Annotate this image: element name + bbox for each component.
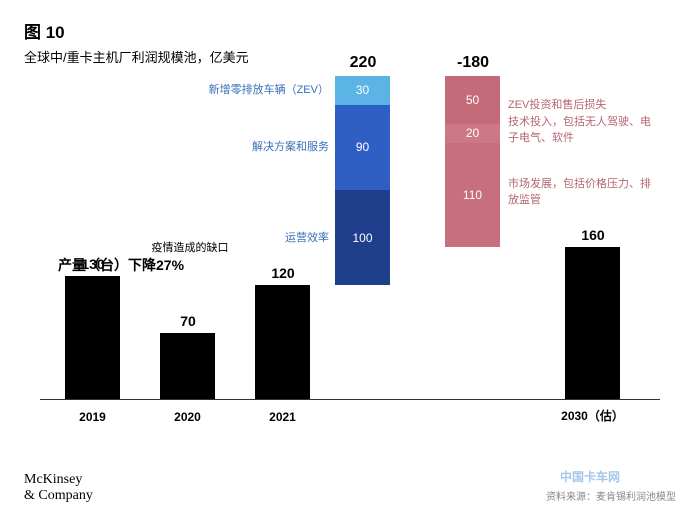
- gain-seg-1: 90: [335, 105, 390, 191]
- gain-total: 220: [333, 54, 393, 72]
- gain-seg-2: 30: [335, 76, 390, 105]
- year-label-2030（估）: 2030（估）: [553, 407, 633, 424]
- gain-seg-0: 100: [335, 190, 390, 285]
- bar-value-2020: 70: [158, 313, 218, 329]
- covid-note: 疫情造成的缺口: [135, 239, 245, 255]
- year-label-2020: 2020: [148, 410, 228, 424]
- gain-label-2: 新增零排放车辆（ZEV）: [199, 81, 329, 97]
- loss-total: -180: [443, 54, 503, 72]
- bar-value-2030（估）: 160: [563, 227, 623, 243]
- source-text: 资料来源：麦肯锡利润池模型: [546, 488, 676, 503]
- bar-2020: [160, 333, 215, 400]
- year-label-2019: 2019: [53, 410, 133, 424]
- loss-seg-0: 50: [445, 76, 500, 124]
- watermark: 中国卡车网: [560, 468, 620, 485]
- logo-line-2: & Company: [24, 488, 93, 503]
- loss-label-1: 技术投入，包括无人驾驶、电子电气、软件: [508, 113, 658, 145]
- loss-seg-1: 20: [445, 124, 500, 143]
- mckinsey-logo: McKinsey & Company: [24, 472, 93, 503]
- loss-seg-2: 110: [445, 143, 500, 248]
- logo-line-1: McKinsey: [24, 472, 93, 487]
- bar-2030（估）: [565, 247, 620, 399]
- x-axis: [40, 399, 660, 400]
- bar-2021: [255, 285, 310, 399]
- gain-label-1: 解决方案和服务: [199, 138, 329, 154]
- year-label-2021: 2021: [243, 410, 323, 424]
- production-note: 产量（台）下降27%: [58, 255, 184, 275]
- loss-label-2: 市场发展，包括价格压力、排放监管: [508, 175, 658, 207]
- bar-2019: [65, 276, 120, 400]
- bar-value-2021: 120: [253, 265, 313, 281]
- loss-label-0: ZEV投资和售后损失: [508, 96, 658, 112]
- figure-number: 图 10: [24, 18, 676, 43]
- chart-area: 130201970202012020211602030（估） 100运营效率90…: [40, 90, 660, 430]
